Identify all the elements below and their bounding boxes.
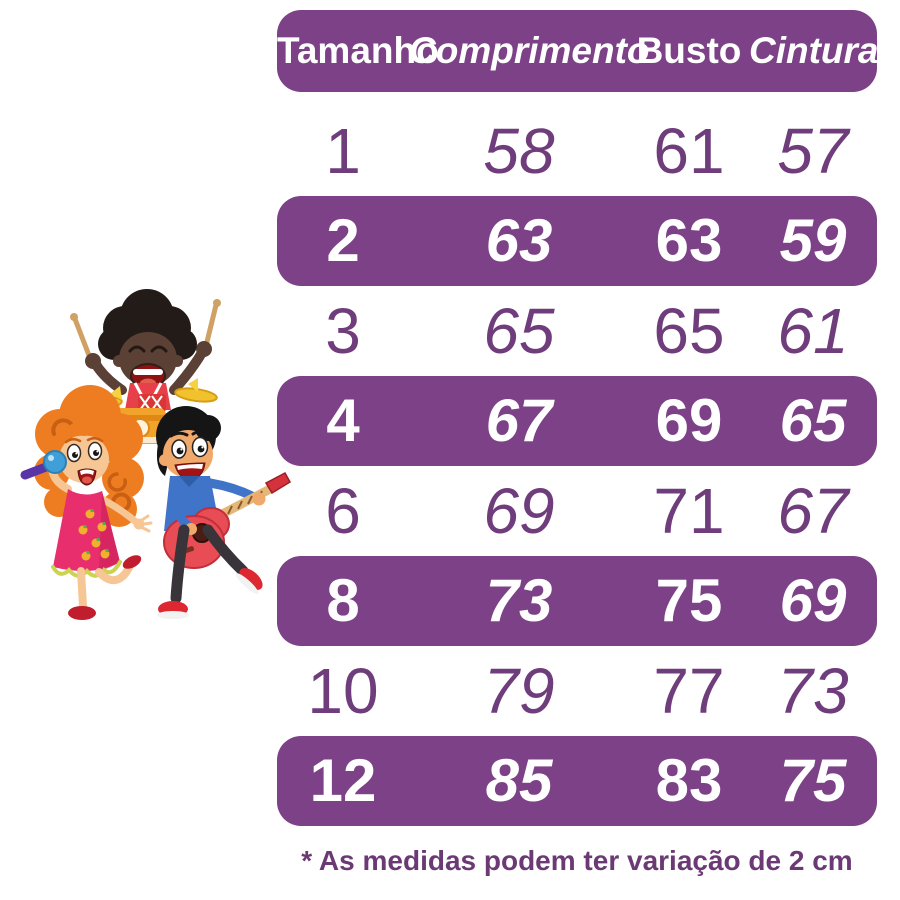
cell-cintura: 73 [777, 655, 849, 727]
cell-cintura: 69 [779, 567, 847, 634]
kids-music-band-illustration [20, 289, 292, 620]
cell-tamanho: 4 [326, 387, 360, 454]
column-header-comprimento: Comprimento [409, 30, 650, 71]
cell-cintura: 61 [777, 295, 849, 367]
table-row-size-3: 3 65 65 61 [277, 286, 877, 376]
singer-girl-icon [20, 385, 153, 620]
table-row-size-4: 4 67 69 65 [277, 376, 877, 466]
table-row-size-10: 10 79 77 73 [277, 646, 877, 736]
cell-busto: 65 [653, 295, 725, 367]
cell-tamanho: 3 [325, 295, 361, 367]
table-row-size-2: 2 63 63 59 [277, 196, 877, 286]
cell-busto: 83 [655, 747, 723, 814]
cell-comprimento: 58 [483, 115, 555, 187]
size-table-body: 1 58 61 57 2 63 63 59 3 65 65 61 4 67 69 65 6 69 71 67 8 73 75… [277, 106, 877, 826]
size-table-header-row: Tamanho Comprimento Busto Cintura [277, 10, 879, 92]
cell-tamanho: 10 [307, 655, 379, 727]
cell-cintura: 75 [779, 747, 847, 814]
cell-comprimento: 79 [483, 655, 555, 727]
cell-tamanho: 2 [326, 207, 360, 274]
size-table: Tamanho Comprimento Busto Cintura 1 58 61 57 2 6… [277, 10, 879, 826]
cell-comprimento: 65 [483, 295, 555, 367]
cell-cintura: 59 [779, 207, 847, 274]
table-row-size-6: 6 69 71 67 [277, 466, 877, 556]
guitarist-boy-icon [156, 406, 292, 619]
column-header-tamanho: Tamanho [277, 30, 439, 71]
cell-comprimento: 67 [485, 387, 553, 454]
cell-tamanho: 12 [309, 747, 377, 814]
table-row-size-8: 8 73 75 69 [277, 556, 877, 646]
cell-comprimento: 85 [485, 747, 553, 814]
cell-busto: 61 [653, 115, 725, 187]
cell-cintura: 65 [779, 387, 847, 454]
column-header-cintura: Cintura [749, 30, 879, 71]
cell-busto: 75 [655, 567, 723, 634]
cell-cintura: 67 [777, 475, 849, 547]
cell-busto: 69 [655, 387, 723, 454]
cell-busto: 71 [653, 475, 725, 547]
cell-cintura: 57 [777, 115, 849, 187]
table-row-size-12: 12 85 83 75 [277, 736, 877, 826]
cell-tamanho: 1 [325, 115, 361, 187]
cell-busto: 63 [655, 207, 723, 274]
cell-busto: 77 [653, 655, 725, 727]
cell-tamanho: 8 [326, 567, 360, 634]
measurement-variation-note: * As medidas podem ter variação de 2 cm [301, 845, 853, 876]
column-header-busto: Busto [636, 30, 742, 71]
cell-comprimento: 69 [483, 475, 555, 547]
table-row-size-1: 1 58 61 57 [277, 106, 877, 196]
cell-comprimento: 63 [485, 207, 553, 274]
cell-comprimento: 73 [485, 567, 553, 634]
cell-tamanho: 6 [325, 475, 361, 547]
